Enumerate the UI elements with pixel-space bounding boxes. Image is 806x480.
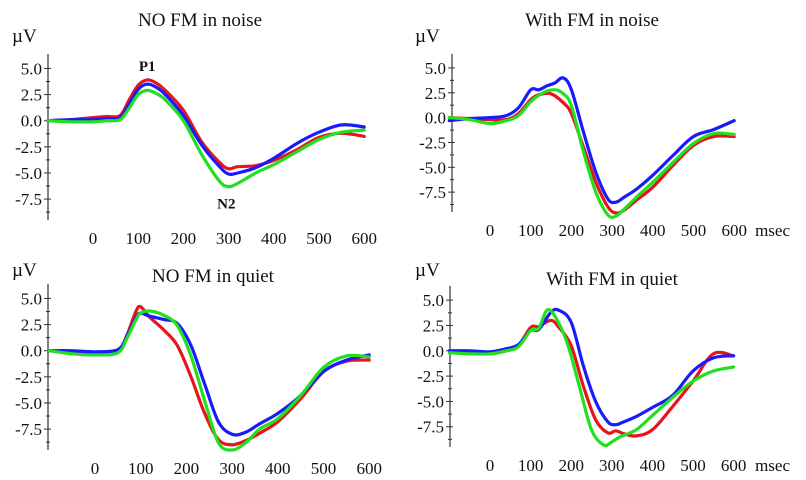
- y-tick-label: 5.0: [423, 291, 444, 310]
- y-unit-label: µV: [12, 26, 37, 47]
- x-tick-label: 400: [261, 229, 287, 248]
- x-tick-label: 500: [311, 459, 337, 478]
- x-tick-label: 500: [681, 221, 707, 240]
- y-tick-label: 2.5: [21, 86, 42, 105]
- y-tick-label: 0.0: [21, 112, 42, 131]
- y-tick-label: -7.5: [15, 190, 42, 209]
- x-tick-label: 500: [680, 456, 706, 475]
- x-unit-label: msec: [755, 456, 790, 475]
- x-tick-label: 600: [721, 456, 747, 475]
- x-tick-label: 400: [640, 221, 666, 240]
- y-tick-label: -7.5: [419, 183, 446, 202]
- x-tick-label: 200: [174, 459, 200, 478]
- peak-label: P1: [139, 59, 156, 75]
- x-tick-label: 200: [558, 456, 584, 475]
- x-tick-label: 0: [91, 459, 100, 478]
- x-tick-label: 100: [128, 459, 154, 478]
- green-waveform-line: [447, 88, 736, 219]
- y-tick-label: -7.5: [417, 418, 444, 437]
- green-waveform-line: [46, 88, 366, 189]
- y-tick-label: -2.5: [419, 133, 446, 152]
- x-tick-label: 200: [171, 229, 197, 248]
- panel-4: With FM in quiet µV 5.0 2.5 0.0 -2.5 -5.0 -7.5 0…: [415, 260, 790, 475]
- x-tick-label: 300: [219, 459, 245, 478]
- x-tick-label: 300: [599, 221, 625, 240]
- panel-3: NO FM in quiet µV 5.0 2.5 0.0 -2.5 -5.0 -7.5 0 10…: [12, 260, 382, 478]
- red-waveform-line: [46, 78, 366, 171]
- y-tick-label: 2.5: [21, 316, 42, 335]
- x-tick-label: 400: [265, 459, 291, 478]
- panel-title: NO FM in noise: [138, 10, 262, 31]
- blue-waveform-line: [447, 76, 736, 205]
- x-tick-label: 500: [306, 229, 332, 248]
- y-tick-label: -5.0: [15, 164, 42, 183]
- y-tick-label: 0.0: [423, 342, 444, 361]
- y-unit-label: µV: [415, 26, 440, 47]
- green-waveform-line: [447, 308, 736, 448]
- panel-title: With FM in noise: [525, 10, 659, 31]
- panel-1: NO FM in noise µV 5.0 2.5 0.0 -2.5 -5.0 -7.5 0 10…: [12, 10, 377, 248]
- y-tick-label: -2.5: [15, 368, 42, 387]
- x-tick-label: 600: [356, 459, 382, 478]
- y-tick-label: 5.0: [21, 59, 42, 78]
- x-tick-label: 100: [518, 221, 544, 240]
- x-tick-label: 0: [486, 221, 495, 240]
- blue-waveform-line: [447, 307, 736, 427]
- x-tick-label: 200: [559, 221, 585, 240]
- y-tick-label: 5.0: [21, 289, 42, 308]
- x-tick-label: 600: [351, 229, 377, 248]
- x-tick-label: 400: [640, 456, 666, 475]
- panel-2: With FM in noise µV 5.0 2.5 0.0 -2.5 -5.0 -7.5 0…: [415, 10, 790, 240]
- y-tick-label: 2.5: [423, 316, 444, 335]
- x-tick-label: 100: [125, 229, 151, 248]
- red-waveform-line: [447, 318, 736, 438]
- y-unit-label: µV: [12, 260, 37, 281]
- x-tick-label: 0: [89, 229, 98, 248]
- x-tick-label: 0: [486, 456, 495, 475]
- x-tick-label: 100: [518, 456, 544, 475]
- panel-title: With FM in quiet: [546, 269, 678, 290]
- x-tick-label: 600: [721, 221, 747, 240]
- x-tick-label: 300: [599, 456, 625, 475]
- y-tick-label: -5.0: [419, 158, 446, 177]
- x-unit-label: msec: [755, 221, 790, 240]
- y-tick-label: -2.5: [417, 367, 444, 386]
- y-tick-label: 2.5: [425, 84, 446, 103]
- y-tick-label: -5.0: [417, 392, 444, 411]
- y-tick-label: 0.0: [425, 109, 446, 128]
- y-tick-label: -7.5: [15, 420, 42, 439]
- y-unit-label: µV: [415, 260, 440, 281]
- panel-title: NO FM in quiet: [152, 266, 275, 287]
- red-waveform-line: [447, 91, 736, 215]
- peak-label: N2: [217, 197, 235, 213]
- y-tick-label: -5.0: [15, 394, 42, 413]
- y-tick-label: 0.0: [21, 342, 42, 361]
- y-tick-label: -2.5: [15, 138, 42, 157]
- y-tick-label: 5.0: [425, 59, 446, 78]
- green-waveform-line: [47, 309, 371, 452]
- blue-waveform-line: [46, 82, 366, 177]
- x-tick-label: 300: [216, 229, 242, 248]
